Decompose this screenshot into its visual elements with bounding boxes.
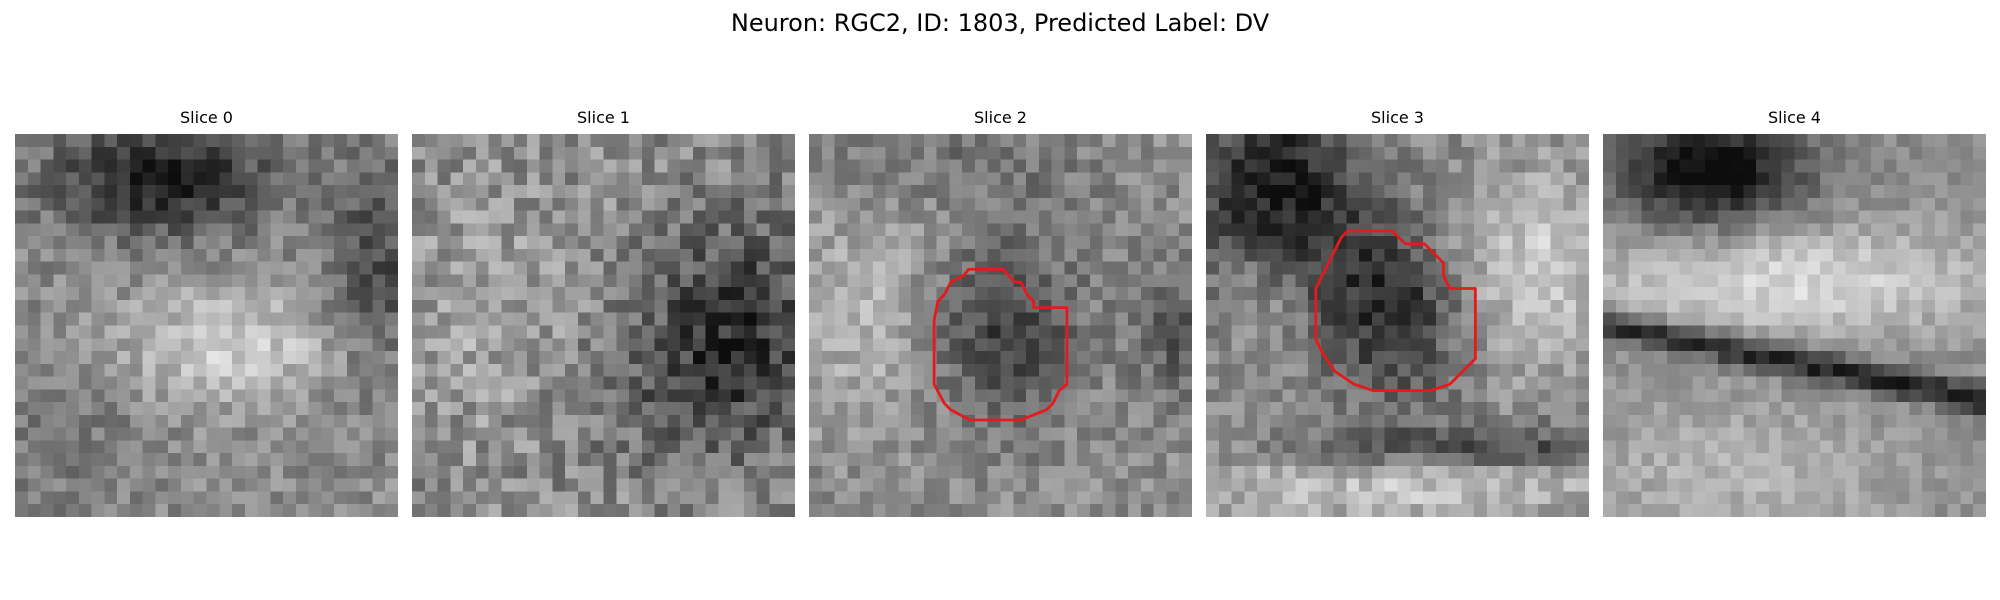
slice-panel-0: Slice 0 (15, 108, 398, 517)
slice-title: Slice 2 (974, 108, 1027, 127)
slice-title: Slice 4 (1768, 108, 1821, 127)
slice-image (15, 134, 398, 517)
slice-image (809, 134, 1192, 517)
slice-panel-1: Slice 1 (412, 108, 795, 517)
slice-title: Slice 0 (180, 108, 233, 127)
slice-panel-2: Slice 2 (809, 108, 1192, 517)
slice-image (1206, 134, 1589, 517)
slice-image (412, 134, 795, 517)
slice-panel-3: Slice 3 (1206, 108, 1589, 517)
slice-image (1603, 134, 1986, 517)
slice-title: Slice 3 (1371, 108, 1424, 127)
slice-panel-4: Slice 4 (1603, 108, 1986, 517)
slice-title: Slice 1 (577, 108, 630, 127)
figure-title: Neuron: RGC2, ID: 1803, Predicted Label:… (730, 9, 1270, 37)
